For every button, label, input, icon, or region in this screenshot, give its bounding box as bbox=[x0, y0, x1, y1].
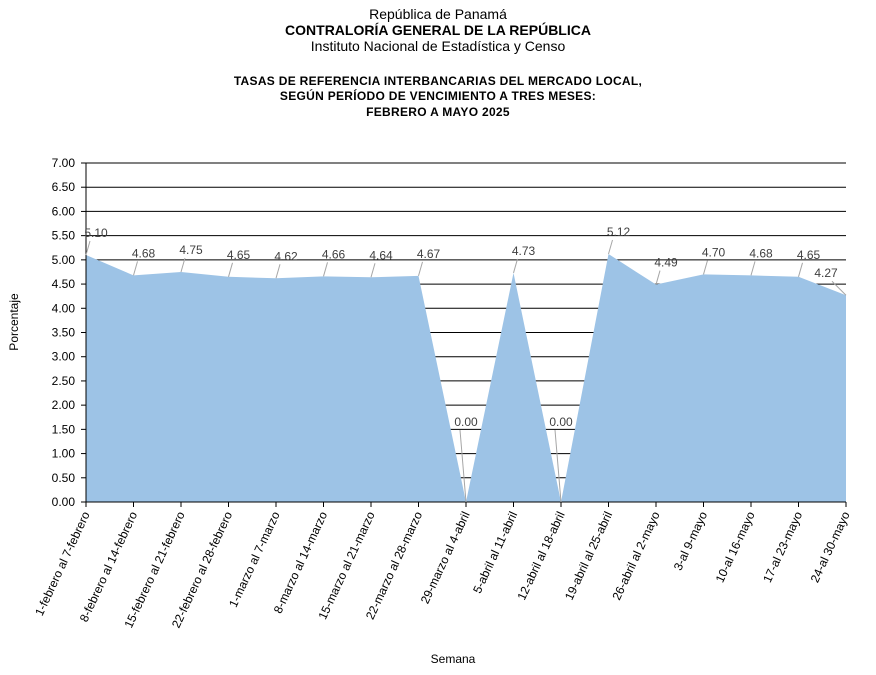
data-label: 4.75 bbox=[179, 243, 203, 257]
data-label: 4.68 bbox=[749, 246, 773, 260]
x-tick-label: 3-al 9-mayo bbox=[671, 509, 711, 573]
data-label-leader bbox=[180, 257, 186, 273]
data-label-leader bbox=[275, 264, 281, 279]
data-label: 5.12 bbox=[607, 225, 631, 239]
data-label: 4.64 bbox=[369, 248, 393, 262]
x-axis-label: Semana bbox=[431, 652, 476, 666]
data-label: 0.00 bbox=[454, 415, 478, 429]
x-tick-label: 17-al 23-mayo bbox=[760, 509, 805, 585]
data-label: 4.65 bbox=[227, 248, 251, 262]
data-label-leader bbox=[750, 261, 756, 276]
x-tick-label: 12-abril al 18-abril bbox=[514, 509, 567, 602]
data-label-leader bbox=[228, 262, 233, 277]
data-label: 4.67 bbox=[417, 247, 441, 261]
y-tick-label: 2.00 bbox=[52, 398, 76, 412]
data-label-leader bbox=[459, 429, 467, 503]
y-tick-label: 7.00 bbox=[52, 156, 76, 170]
y-tick-label: 4.00 bbox=[52, 301, 76, 315]
data-label-leader bbox=[418, 261, 423, 276]
y-tick-label: 5.00 bbox=[52, 253, 76, 267]
institute-heading: Instituto Nacional de Estadística y Cens… bbox=[310, 38, 566, 54]
y-tick-label: 2.50 bbox=[52, 374, 76, 388]
y-tick-labels: 0.00 0.50 1.00 1.50 2.00 2.50 3.00 3.50 4.00 4.50… bbox=[52, 156, 76, 509]
data-label: 4.73 bbox=[512, 244, 536, 258]
data-label-leader bbox=[133, 261, 138, 276]
chart-title-line-2: SEGÚN PERÍODO DE VENCIMIENTO A TRES MESE… bbox=[279, 89, 597, 103]
x-tick-label: 5-abril al 11-abril bbox=[470, 509, 520, 595]
data-label: 4.27 bbox=[814, 266, 838, 280]
y-tick-label: 5.50 bbox=[52, 229, 76, 243]
data-label-leader bbox=[554, 429, 562, 503]
data-label-leader bbox=[513, 258, 518, 274]
x-tick-label: 26-abril al 2-mayo bbox=[609, 509, 662, 602]
y-tick-label: 6.50 bbox=[52, 180, 76, 194]
data-label: 4.49 bbox=[654, 256, 678, 270]
chart-title-line-3: FEBRERO A MAYO 2025 bbox=[366, 105, 510, 119]
data-label: 0.00 bbox=[549, 415, 573, 429]
series-area bbox=[86, 254, 846, 502]
data-label: 4.62 bbox=[274, 249, 298, 263]
y-tick-label: 0.00 bbox=[52, 495, 76, 509]
data-label: 4.66 bbox=[322, 247, 346, 261]
y-tick-label: 4.50 bbox=[52, 277, 76, 291]
data-label: 4.68 bbox=[132, 246, 156, 260]
country-heading: República de Panamá bbox=[369, 6, 507, 22]
data-label: 5.10 bbox=[84, 226, 108, 240]
x-tick-label: 29-marzo al 4-abril bbox=[418, 509, 473, 606]
x-tick-label: 19-abril al 25-abril bbox=[562, 509, 615, 602]
y-tick-label: 3.50 bbox=[52, 326, 76, 340]
y-tick-label: 1.00 bbox=[52, 447, 76, 461]
x-tick-label: 1-marzo al 7-marzo bbox=[226, 509, 283, 609]
data-label-leader bbox=[323, 262, 328, 277]
data-label-leader bbox=[608, 239, 613, 255]
x-tick-label: 8-marzo al 14-marzo bbox=[271, 509, 331, 616]
institution-heading: CONTRALORÍA GENERAL DE LA REPÚBLICA bbox=[285, 22, 591, 38]
data-label-leader bbox=[703, 260, 708, 275]
y-tick-label: 3.00 bbox=[52, 350, 76, 364]
x-tick-label: 10-al 16-mayo bbox=[713, 509, 758, 585]
y-tick-label: 1.50 bbox=[52, 422, 76, 436]
data-label-leader bbox=[370, 263, 376, 278]
data-label-leader bbox=[85, 240, 91, 256]
data-label: 4.70 bbox=[702, 245, 726, 259]
x-tick-label: 24-al 30-mayo bbox=[808, 509, 853, 585]
y-axis-label: Porcentaje bbox=[7, 293, 21, 351]
data-labels: 5.10 4.68 4.75 4.65 4.62 4.66 4.64 4.67 0.00 4.73… bbox=[84, 225, 847, 503]
data-label-leader bbox=[655, 270, 661, 285]
data-label-leader bbox=[831, 280, 847, 296]
data-label-leader bbox=[798, 262, 803, 277]
y-tick-label: 0.50 bbox=[52, 471, 76, 485]
y-tick-label: 6.00 bbox=[52, 204, 76, 218]
data-label: 4.65 bbox=[797, 248, 821, 262]
chart-title-line-1: TASAS DE REFERENCIA INTERBANCARIAS DEL M… bbox=[233, 74, 643, 88]
